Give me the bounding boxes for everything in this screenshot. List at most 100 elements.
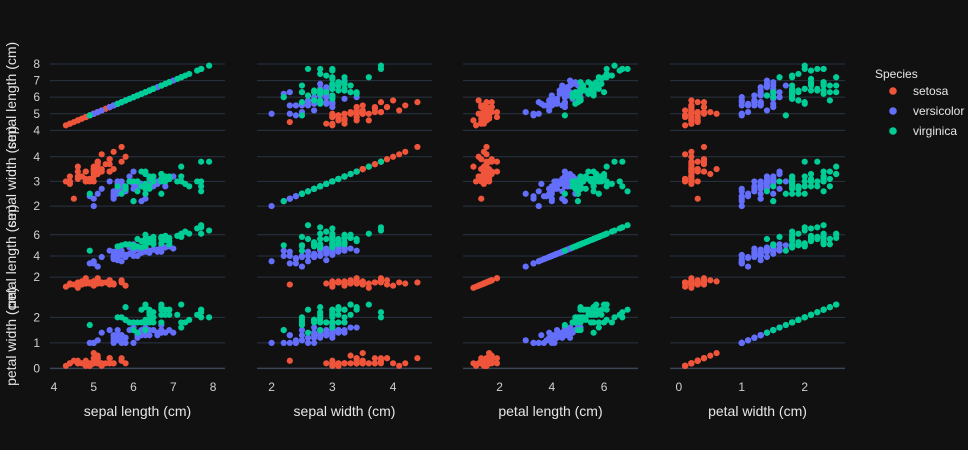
- scatter-point-virginica: [807, 238, 815, 245]
- scatter-point-setosa: [286, 118, 293, 126]
- scatter-point-setosa: [493, 113, 501, 121]
- scatter-point-virginica: [174, 311, 181, 318]
- scatter-point-virginica: [317, 316, 324, 323]
- scatter-point-versicolor: [559, 84, 566, 91]
- scatter-point-versicolor: [292, 260, 299, 267]
- scatter-point-virginica: [608, 180, 615, 187]
- scatter-point-virginica: [820, 173, 827, 180]
- scatter-point-versicolor: [311, 107, 318, 114]
- scatter-point-versicolor: [286, 89, 293, 96]
- scatter-point-virginica: [585, 238, 592, 245]
- scatter-point-virginica: [590, 309, 597, 316]
- scatter-point-virginica: [820, 90, 827, 97]
- scatter-point-versicolor: [551, 99, 558, 106]
- scatter-point-virginica: [603, 163, 610, 170]
- scatter-point-versicolor: [292, 339, 299, 346]
- scatter-point-versicolor: [90, 202, 97, 210]
- legend-title: Species: [875, 67, 918, 81]
- scatter-point-virginica: [826, 97, 833, 104]
- panel-sepal-length-cm-vs-sepal-width-cm: [257, 62, 432, 131]
- scatter-point-versicolor: [311, 324, 318, 331]
- scatter-point-setosa: [486, 350, 493, 357]
- scatter-matrix-panels: [50, 62, 845, 370]
- scatter-point-versicolor: [535, 188, 542, 195]
- legend-item-virginica[interactable]: virginica: [889, 124, 957, 138]
- scatter-point-virginica: [776, 178, 783, 185]
- legend-marker: [889, 87, 897, 95]
- scatter-point-virginica: [329, 225, 336, 232]
- scatter-point-versicolor: [540, 193, 548, 200]
- scatter-point-setosa: [472, 178, 480, 185]
- scatter-point-virginica: [298, 89, 306, 96]
- scatter-point-virginica: [795, 316, 802, 323]
- scatter-point-virginica: [365, 301, 372, 308]
- scatter-point-setosa: [383, 156, 391, 163]
- scatter-point-versicolor: [298, 337, 306, 344]
- scatter-point-setosa: [390, 282, 397, 289]
- scatter-point-versicolor: [341, 327, 348, 334]
- scatter-point-versicolor: [776, 94, 783, 101]
- scatter-point-virginica: [158, 306, 165, 313]
- scatter-point-versicolor: [323, 249, 330, 256]
- scatter-point-virginica: [795, 242, 802, 249]
- scatter-point-virginica: [86, 247, 93, 254]
- scatter-point-setosa: [700, 158, 708, 165]
- scatter-point-setosa: [483, 105, 490, 112]
- scatter-point-versicolor: [540, 102, 548, 109]
- scatter-point-virginica: [801, 314, 808, 321]
- x-axis-title-petal-width-cm: petal width (cm): [708, 403, 807, 419]
- scatter-point-versicolor: [776, 89, 783, 96]
- y-tick-label: 0: [33, 361, 40, 375]
- scatter-point-virginica: [158, 311, 165, 318]
- scatter-point-versicolor: [538, 332, 545, 339]
- scatter-point-setosa: [359, 110, 366, 117]
- scatter-point-versicolor: [268, 110, 275, 117]
- scatter-point-virginica: [365, 163, 372, 170]
- scatter-point-versicolor: [744, 190, 752, 197]
- scatter-point-setosa: [396, 362, 403, 369]
- scatter-point-setosa: [688, 110, 695, 117]
- scatter-point-versicolor: [757, 332, 764, 339]
- scatter-point-virginica: [347, 170, 354, 178]
- scatter-point-virginica: [807, 67, 815, 74]
- scatter-point-setosa: [480, 170, 487, 178]
- scatter-point-versicolor: [738, 102, 745, 109]
- scatter-point-setosa: [493, 275, 501, 282]
- scatter-point-versicolor: [738, 110, 745, 117]
- scatter-point-virginica: [114, 243, 121, 250]
- scatter-point-setosa: [70, 195, 77, 202]
- scatter-point-setosa: [118, 143, 125, 151]
- scatter-point-virginica: [298, 82, 306, 89]
- scatter-point-virginica: [826, 175, 833, 183]
- scatter-point-setosa: [402, 102, 409, 109]
- scatter-point-setosa: [359, 357, 366, 364]
- scatter-point-virginica: [795, 190, 802, 197]
- legend-item-setosa[interactable]: setosa: [889, 84, 949, 98]
- legend-marker: [889, 127, 897, 135]
- scatter-point-versicolor: [556, 180, 563, 187]
- scatter-point-versicolor: [311, 339, 318, 346]
- scatter-point-versicolor: [286, 195, 293, 202]
- scatter-point-virginica: [329, 324, 336, 331]
- y-axis-title-petal-width-cm: petal width (cm): [3, 287, 19, 386]
- scatter-point-setosa: [359, 166, 366, 173]
- x-tick-label: 2: [801, 380, 808, 394]
- x-tick-label: 4: [51, 380, 58, 394]
- scatter-point-setosa: [74, 163, 81, 170]
- scatter-point-virginica: [826, 235, 833, 243]
- scatter-point-versicolor: [535, 99, 542, 106]
- scatter-point-versicolor: [347, 324, 354, 331]
- scatter-point-versicolor: [323, 257, 330, 264]
- scatter-point-virginica: [198, 65, 205, 73]
- y-axis-title-sepal-length-cm: sepal length (cm): [3, 42, 19, 149]
- scatter-point-setosa: [396, 107, 403, 114]
- scatter-point-versicolor: [130, 168, 137, 175]
- scatter-point-setosa: [402, 280, 409, 287]
- scatter-point-versicolor: [770, 175, 777, 183]
- y-tick-label: 5: [33, 107, 40, 121]
- legend-item-versicolor[interactable]: versicolor: [889, 104, 964, 118]
- scatter-point-setosa: [700, 108, 708, 116]
- scatter-point-virginica: [763, 329, 771, 336]
- scatter-point-virginica: [561, 321, 568, 329]
- scatter-point-virginica: [585, 90, 592, 97]
